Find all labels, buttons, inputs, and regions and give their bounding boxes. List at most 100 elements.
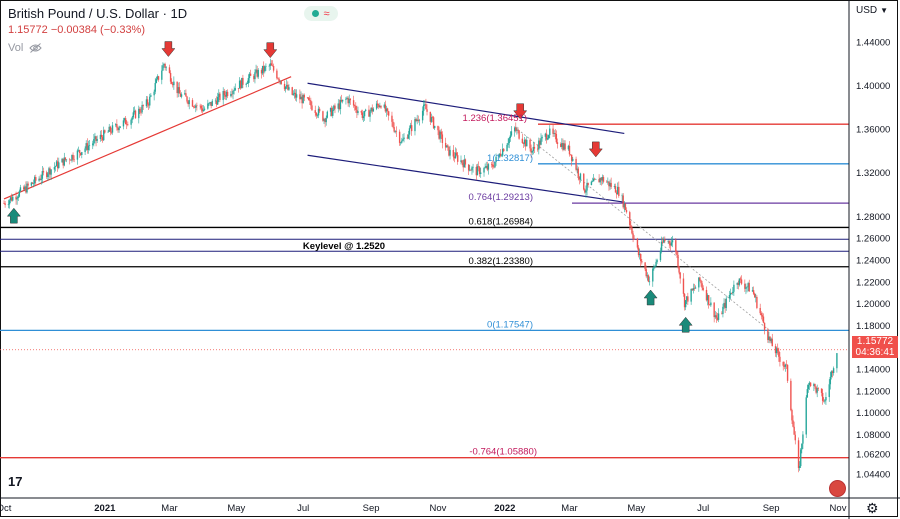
candle-down — [640, 254, 642, 262]
candle-up — [660, 241, 663, 251]
candle-up — [836, 353, 838, 369]
candle-up — [17, 196, 19, 199]
candle-up — [264, 66, 266, 72]
candle-down — [157, 76, 160, 80]
candle-down — [185, 93, 187, 97]
candle-up — [149, 96, 151, 106]
candle-down — [210, 102, 212, 106]
candle-down — [587, 182, 589, 185]
candle-up — [590, 181, 593, 185]
tradingview-logo-icon[interactable]: 17 — [8, 474, 23, 489]
candle-down — [140, 112, 142, 113]
candle-down — [625, 209, 628, 213]
time-tick-label: May — [627, 503, 645, 514]
candle-up — [807, 384, 810, 390]
candle-down — [715, 315, 718, 318]
candle-down — [564, 143, 566, 150]
candle-down — [124, 118, 127, 125]
candle-down — [763, 322, 766, 330]
symbol-title[interactable]: British Pound / U.S. Dollar · 1D — [8, 6, 188, 21]
time-tick-label: Sep — [363, 503, 380, 514]
us-flag-icon[interactable] — [829, 480, 846, 497]
candle-down — [318, 108, 321, 112]
candle-down — [783, 365, 785, 367]
candle-up — [733, 284, 735, 292]
candle-down — [378, 104, 380, 108]
candle-up — [825, 397, 827, 401]
candle-up — [617, 186, 619, 195]
price-axis[interactable]: 1.44000 1.40000 1.36000 1.32000 1.28000 1.260… — [848, 0, 890, 519]
candle-up — [591, 181, 594, 182]
candle-down — [676, 251, 678, 255]
candle-up — [424, 104, 426, 105]
fib-neg-0.764-label: -0.764(1.05880) — [469, 447, 537, 458]
market-status-pill[interactable]: ≈ — [304, 6, 338, 21]
candle-down — [377, 103, 379, 105]
candle-up — [544, 133, 547, 137]
candle-down — [707, 295, 710, 305]
candle-down — [371, 107, 373, 112]
candle-down — [406, 137, 409, 139]
candle-down — [632, 233, 634, 239]
candle-up — [401, 140, 403, 143]
candle-down — [70, 160, 72, 161]
candle-down — [724, 302, 726, 309]
candle-down — [767, 329, 769, 341]
candle-down — [226, 91, 229, 97]
time-axis[interactable]: Oct 2021 Mar May Jul Sep Nov 2022 Mar May Jul Sep No… — [0, 497, 900, 514]
candle-up — [348, 98, 350, 104]
candle-up — [9, 197, 12, 201]
candle-up — [656, 260, 658, 262]
fib-0.382-label: 0.382(1.23380) — [469, 256, 533, 267]
candle-up — [246, 83, 248, 84]
candle-down — [444, 142, 447, 148]
time-tick-label: 2022 — [494, 503, 515, 514]
price-tick-label: 1.06200 — [856, 450, 890, 461]
candle-up — [63, 157, 65, 166]
candle-up — [710, 302, 712, 306]
candle-down — [164, 64, 166, 68]
candle-down — [782, 361, 784, 366]
candle-down — [477, 166, 480, 168]
candle-down — [682, 278, 685, 294]
candle-down — [661, 241, 664, 243]
candle-up — [364, 109, 367, 111]
currency-selector[interactable]: USD ▼ — [856, 5, 888, 16]
eye-hidden-icon[interactable] — [29, 43, 42, 53]
candle-down — [791, 410, 793, 421]
candle-up — [209, 102, 211, 104]
volume-indicator[interactable]: Vol — [8, 42, 42, 54]
candle-down — [521, 138, 524, 144]
gear-icon[interactable]: ⚙ — [866, 500, 879, 516]
candle-up — [824, 400, 826, 402]
candle-up — [684, 300, 687, 308]
time-tick-label: Nov — [430, 503, 447, 514]
candle-up — [53, 167, 56, 170]
candle-down — [633, 238, 635, 240]
candle-down — [126, 124, 128, 125]
candle-up — [375, 103, 378, 109]
price-tick-label: 1.18000 — [856, 321, 890, 332]
candle-up — [439, 131, 441, 139]
candle-down — [629, 212, 631, 226]
candle-down — [817, 388, 819, 389]
candle-down — [700, 280, 702, 284]
candle-up — [295, 94, 298, 98]
candle-up — [538, 140, 540, 150]
candle-down — [569, 154, 572, 155]
candle-up — [648, 281, 651, 283]
candle-up — [156, 76, 159, 80]
candle-up — [61, 158, 63, 163]
candle-down — [72, 154, 74, 160]
price-tick-label: 1.22000 — [856, 277, 890, 288]
candle-down — [277, 78, 279, 79]
candle-up — [369, 111, 371, 117]
candle-down — [301, 96, 303, 104]
candle-down — [283, 83, 286, 90]
candle-up — [454, 152, 457, 159]
candle-up — [829, 376, 832, 385]
candle-up — [500, 155, 503, 157]
candle-up — [509, 135, 512, 139]
candle-down — [176, 81, 178, 94]
